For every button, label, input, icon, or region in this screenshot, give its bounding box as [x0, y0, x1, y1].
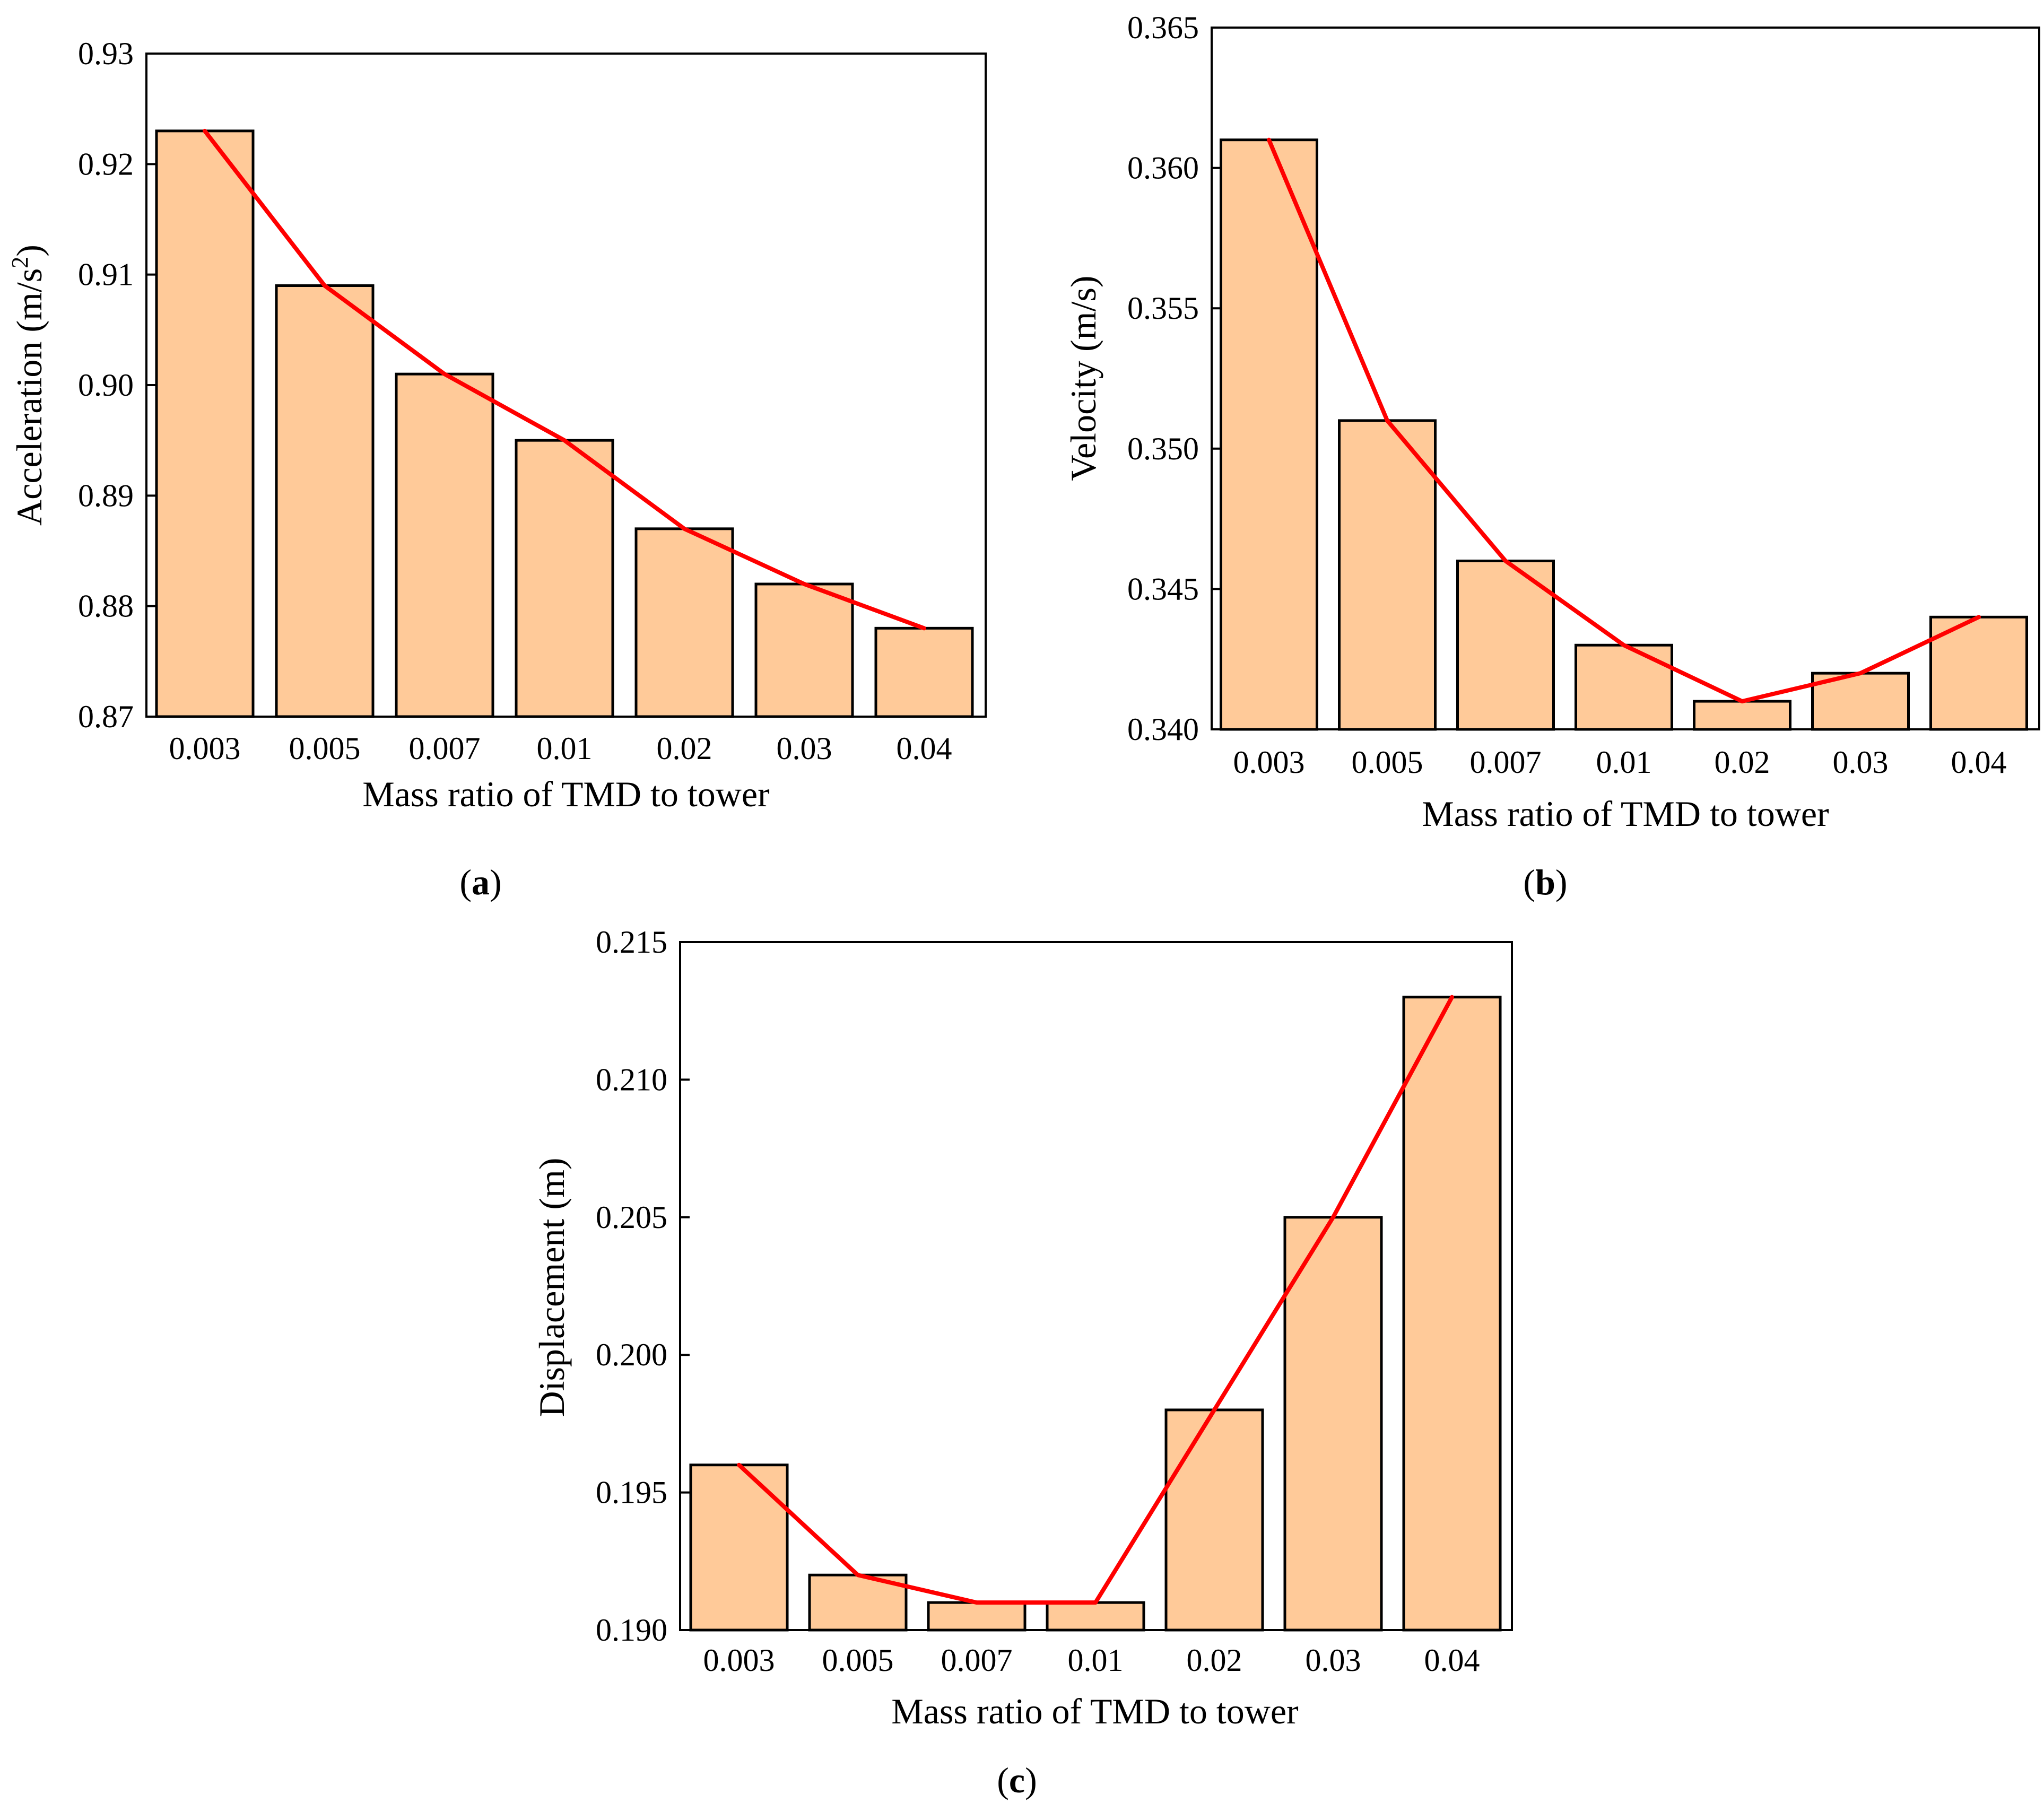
y-tick-label: 0.200 — [596, 1337, 667, 1372]
y-tick-label: 0.340 — [1127, 712, 1199, 747]
y-axis-ticks: 0.87 0.88 0.89 0.90 0.91 0.92 0.93 — [78, 36, 156, 734]
x-tick-label: 0.005 — [822, 1643, 894, 1678]
bar-0.02 — [1164, 1408, 1264, 1632]
y-tick-label: 0.89 — [78, 478, 134, 513]
y-tick-label: 0.360 — [1127, 151, 1199, 186]
panel-a-acceleration-chart: 0.870.880.890.900.910.920.93 0.003 0.005 0… — [7, 36, 987, 902]
y-axis-title: Velocity (m/s) — [1063, 275, 1103, 481]
y-tick-label: 0.87 — [78, 699, 134, 734]
y-tick-label: 0.350 — [1127, 431, 1199, 466]
bar-0.003 — [689, 1463, 789, 1632]
y-tick-label: 0.210 — [596, 1062, 667, 1097]
x-tick-label: 0.02 — [1187, 1643, 1242, 1678]
bar-0.01 — [515, 439, 614, 718]
trend-line — [737, 995, 1454, 1605]
y-tick-label: 0.215 — [596, 925, 667, 960]
x-tick-label: 0.03 — [777, 731, 832, 766]
y-tick-label: 0.365 — [1127, 10, 1199, 45]
bar-0.003 — [155, 129, 255, 718]
y-tick-label: 0.88 — [78, 589, 134, 624]
bar-0.007 — [395, 372, 494, 718]
plot-frame — [1211, 27, 2040, 730]
x-tick-label: 0.007 — [1470, 745, 1542, 780]
x-axis-title: Mass ratio of TMD to tower — [362, 774, 770, 814]
bar-0.03 — [1283, 1216, 1383, 1632]
x-tick-label: 0.007 — [941, 1643, 1013, 1678]
bar-0.007 — [1456, 559, 1555, 731]
y-tick-label: 0.195 — [596, 1475, 667, 1510]
x-tick-label: 0.003 — [169, 731, 241, 766]
bar-0.007 — [927, 1601, 1027, 1632]
x-tick-label: 0.04 — [1424, 1643, 1480, 1678]
bar-0.005 — [1338, 419, 1437, 731]
bar-0.01 — [1575, 643, 1673, 731]
bar-0.005 — [275, 284, 375, 718]
y-axis-title-closing: ) — [9, 245, 49, 257]
x-tick-label: 0.005 — [1352, 745, 1423, 780]
y-tick-label: 0.355 — [1127, 291, 1199, 326]
y-tick-label: 0.190 — [596, 1613, 667, 1648]
bar-0.003 — [1220, 138, 1318, 731]
x-tick-label: 0.01 — [537, 731, 593, 766]
x-tick-label: 0.01 — [1596, 745, 1652, 780]
panel-label: (b) — [1523, 862, 1567, 902]
x-tick-label: 0.005 — [289, 731, 361, 766]
bar-group — [689, 996, 1502, 1632]
bar-0.03 — [754, 582, 854, 718]
bar-0.04 — [874, 626, 974, 718]
x-tick-label: 0.02 — [657, 731, 712, 766]
y-axis-ticks: 0.190 0.195 0.200 0.205 0.210 0.215 — [596, 925, 690, 1648]
x-tick-label: 0.03 — [1306, 1643, 1361, 1678]
bar-0.01 — [1046, 1601, 1145, 1632]
panel-label: (a) — [459, 862, 501, 902]
x-axis-title: Mass ratio of TMD to tower — [891, 1691, 1299, 1731]
x-axis-ticks: 0.003 0.005 0.007 0.01 0.02 0.03 0.04 — [1233, 745, 2007, 780]
trend-line — [203, 128, 926, 631]
x-tick-label: 0.003 — [1233, 745, 1305, 780]
x-tick-label: 0.003 — [703, 1643, 775, 1678]
x-tick-label: 0.03 — [1833, 745, 1889, 780]
y-tick-label: 0.93 — [78, 36, 134, 71]
y-tick-label: 0.91 — [78, 257, 134, 292]
y-axis-ticks: 0.340 0.345 0.350 0.355 0.360 0.365 — [1127, 10, 1221, 747]
y-tick-label: 0.345 — [1127, 571, 1199, 606]
panel-letter: a — [472, 862, 490, 902]
trend-line — [1267, 137, 1981, 704]
x-tick-label: 0.01 — [1068, 1643, 1124, 1678]
bar-0.02 — [634, 527, 734, 718]
x-tick-label: 0.02 — [1715, 745, 1770, 780]
panel-letter: b — [1535, 862, 1555, 902]
y-axis-title-text: Acceleration (m/s — [9, 268, 49, 526]
bar-group — [155, 129, 974, 718]
x-axis-ticks: 0.003 0.005 0.007 0.01 0.02 0.03 0.04 — [703, 1643, 1480, 1678]
y-axis-title: Acceleration (m/s2) — [7, 245, 49, 526]
y-tick-label: 0.205 — [596, 1200, 667, 1235]
y-axis-title-superscript: 2 — [7, 257, 33, 268]
bar-0.02 — [1693, 700, 1791, 731]
bar-0.04 — [1402, 996, 1502, 1632]
y-axis-title: Displacement (m) — [532, 1157, 572, 1417]
panel-label: (c) — [997, 1760, 1037, 1800]
x-axis-ticks: 0.003 0.005 0.007 0.01 0.02 0.03 0.04 — [169, 731, 952, 766]
panel-letter: c — [1009, 1760, 1025, 1800]
x-tick-label: 0.04 — [1951, 745, 2007, 780]
bar-group — [1220, 138, 2028, 731]
y-tick-label: 0.90 — [78, 368, 134, 403]
x-tick-label: 0.007 — [409, 731, 481, 766]
x-axis-title: Mass ratio of TMD to tower — [1422, 794, 1829, 834]
y-tick-label: 0.92 — [78, 146, 134, 181]
x-tick-label: 0.04 — [897, 731, 952, 766]
